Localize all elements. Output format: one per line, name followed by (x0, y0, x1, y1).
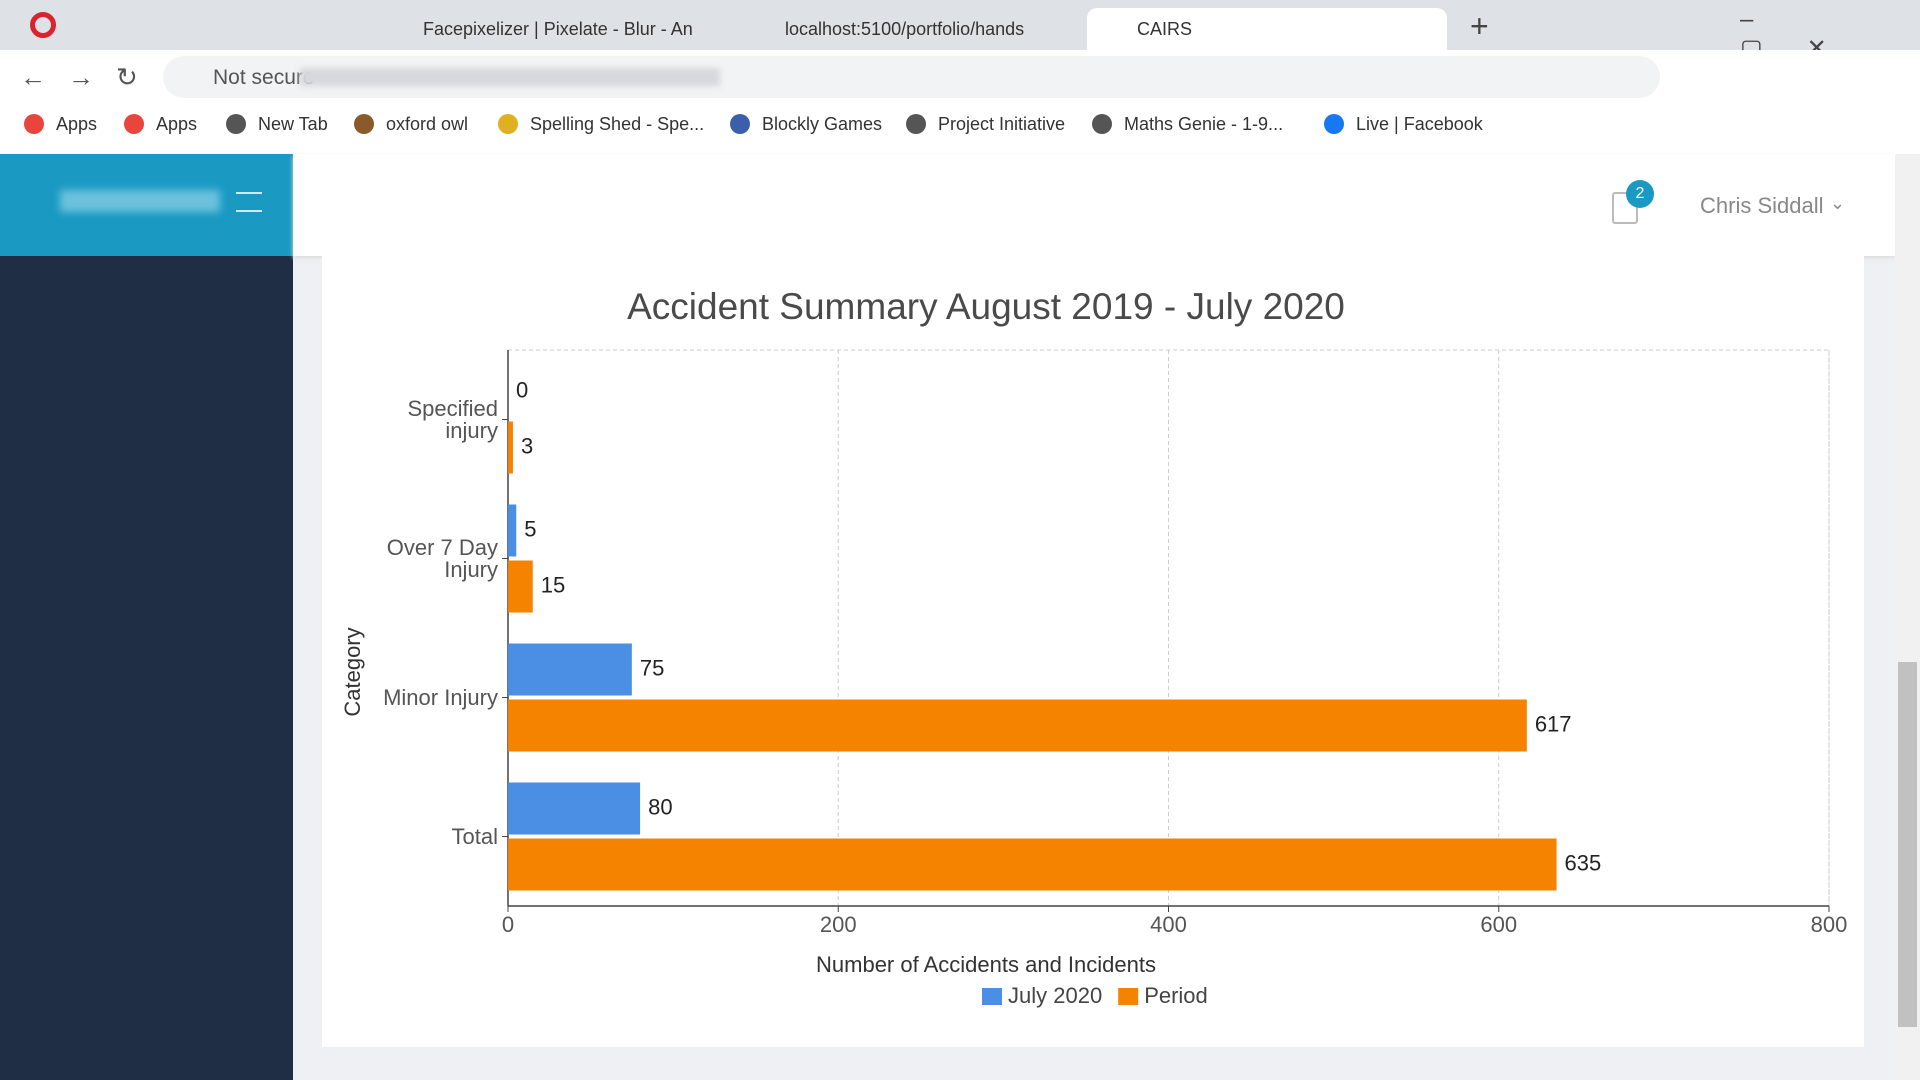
tab-active[interactable]: CAIRS (1087, 8, 1447, 50)
bookmark-icon (24, 114, 44, 134)
x-tick-label: 0 (502, 912, 514, 937)
bookmark[interactable]: Live | Facebook (1356, 114, 1483, 134)
bookmark[interactable]: Blockly Games (762, 114, 883, 134)
legend-swatch (1118, 988, 1139, 1005)
bar (508, 421, 513, 474)
y-axis-label: Category (340, 627, 365, 716)
y-tick-label: Total (451, 823, 498, 849)
notification-icon[interactable] (1612, 192, 1638, 224)
bookmark[interactable]: Apps (156, 114, 198, 134)
tab[interactable]: Facepixelizer | Pixelate - Blur - An (423, 19, 693, 39)
data-label: 0 (516, 377, 528, 402)
tab[interactable]: localhost:5100/portfolio/hands (785, 19, 1025, 39)
bookmark-icon (906, 114, 926, 134)
user-menu-caret: ⌄ (1830, 193, 1846, 213)
bookmark[interactable]: Spelling Shed - Spe... (530, 114, 705, 134)
bookmark[interactable]: Apps (56, 114, 98, 134)
bookmark-icon (354, 114, 374, 134)
tab-icon (30, 12, 56, 38)
bar (508, 699, 1527, 752)
bookmark[interactable]: New Tab (258, 114, 328, 134)
legend-label: Period (1144, 983, 1208, 1008)
y-tick-label: Specified injury (407, 395, 498, 443)
data-label: 617 (1535, 711, 1572, 736)
app-header (293, 154, 1895, 256)
bookmark-icon (1324, 114, 1344, 134)
bar (508, 560, 533, 613)
bookmark-icon (124, 114, 144, 134)
menu-toggle[interactable] (236, 192, 262, 212)
bar (508, 504, 517, 557)
blurred-url (300, 68, 720, 86)
y-tick-label: Minor Injury (383, 684, 498, 710)
data-label: 3 (521, 433, 533, 458)
nav-buttons[interactable]: ←→↻ (20, 62, 160, 92)
bookmark-icon (730, 114, 750, 134)
new-tab-button[interactable]: + (1470, 8, 1489, 44)
security-label: Not secure (213, 66, 315, 89)
data-label: 80 (648, 794, 672, 819)
legend-swatch (982, 988, 1002, 1005)
data-label: 5 (524, 516, 536, 541)
x-tick-label: 200 (820, 912, 857, 937)
legend-label: July 2020 (1008, 983, 1102, 1008)
bar (508, 838, 1557, 891)
y-tick-label: Over 7 Day Injury (386, 534, 498, 582)
data-label: 75 (640, 655, 664, 680)
chart-title: Accident Summary August 2019 - July 2020 (627, 286, 1345, 327)
scroll-thumb[interactable] (1898, 662, 1917, 1027)
user-menu[interactable]: Chris Siddall (1700, 193, 1824, 218)
x-tick-label: 400 (1150, 912, 1187, 937)
x-axis-label: Number of Accidents and Incidents (816, 952, 1156, 977)
tab-bar (0, 0, 1920, 51)
bookmark[interactable]: Project Initiative (938, 114, 1066, 134)
bookmark-icon (498, 114, 518, 134)
bar (508, 643, 632, 696)
bookmark[interactable]: oxford owl (386, 114, 469, 134)
data-label: 15 (541, 572, 565, 597)
blurred-logo (60, 190, 220, 212)
data-label: 635 (1565, 850, 1602, 875)
x-tick-label: 800 (1811, 912, 1848, 937)
x-tick-label: 600 (1480, 912, 1517, 937)
sidebar (0, 154, 293, 1080)
bookmark-icon (1092, 114, 1112, 134)
bookmark-icon (226, 114, 246, 134)
notification-badge: 2 (1626, 180, 1654, 208)
bookmark[interactable]: Maths Genie - 1-9... (1124, 114, 1284, 134)
bar (508, 782, 641, 835)
